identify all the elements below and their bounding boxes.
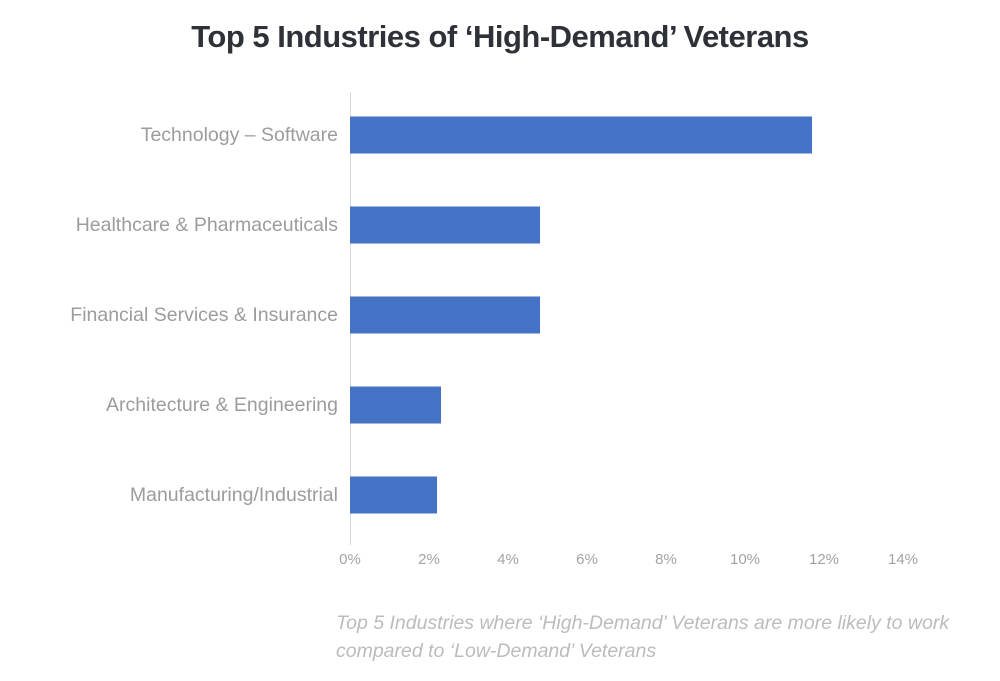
x-tick-label: 2% [418,551,440,568]
chart-row: Architecture & Engineering [0,360,1000,450]
bar-track [350,450,903,540]
x-axis: 0% 2% 4% 6% 8% 10% 12% 14% [339,551,918,571]
chart-caption: Top 5 Industries where ‘High-Demand’ Vet… [336,612,950,662]
category-label: Manufacturing/Industrial [129,483,338,506]
bar-track [350,90,903,180]
x-tick-label: 4% [497,551,519,568]
bar-track [350,180,903,270]
value-bar [350,296,540,334]
category-label: Healthcare & Pharmaceuticals [75,213,338,236]
value-bar [350,206,540,244]
chart-row: Technology – Software [0,90,1000,180]
value-bar [350,386,441,424]
value-bar [350,116,813,154]
x-tick-label: 10% [729,551,761,568]
bar-track [350,270,903,360]
category-label: Financial Services & Insurance [70,303,338,326]
bar-track [350,360,903,450]
category-label: Technology – Software [140,123,338,146]
value-bar [350,476,437,514]
category-label: Architecture & Engineering [106,393,338,416]
x-tick-label: 8% [655,551,677,568]
chart-row: Manufacturing/Industrial [0,450,1000,540]
chart-title: Top 5 Industries of ‘High-Demand’ Vetera… [191,19,809,54]
chart-row: Healthcare & Pharmaceuticals [0,180,1000,270]
x-tick-label: 6% [576,551,598,568]
x-tick-label: 14% [887,551,919,568]
x-tick-label: 0% [339,551,361,568]
bar-chart-plot-area: Technology – Software Healthcare & Pharma… [0,90,1000,545]
x-tick-label: 12% [808,551,840,568]
chart-row: Financial Services & Insurance [0,270,1000,360]
